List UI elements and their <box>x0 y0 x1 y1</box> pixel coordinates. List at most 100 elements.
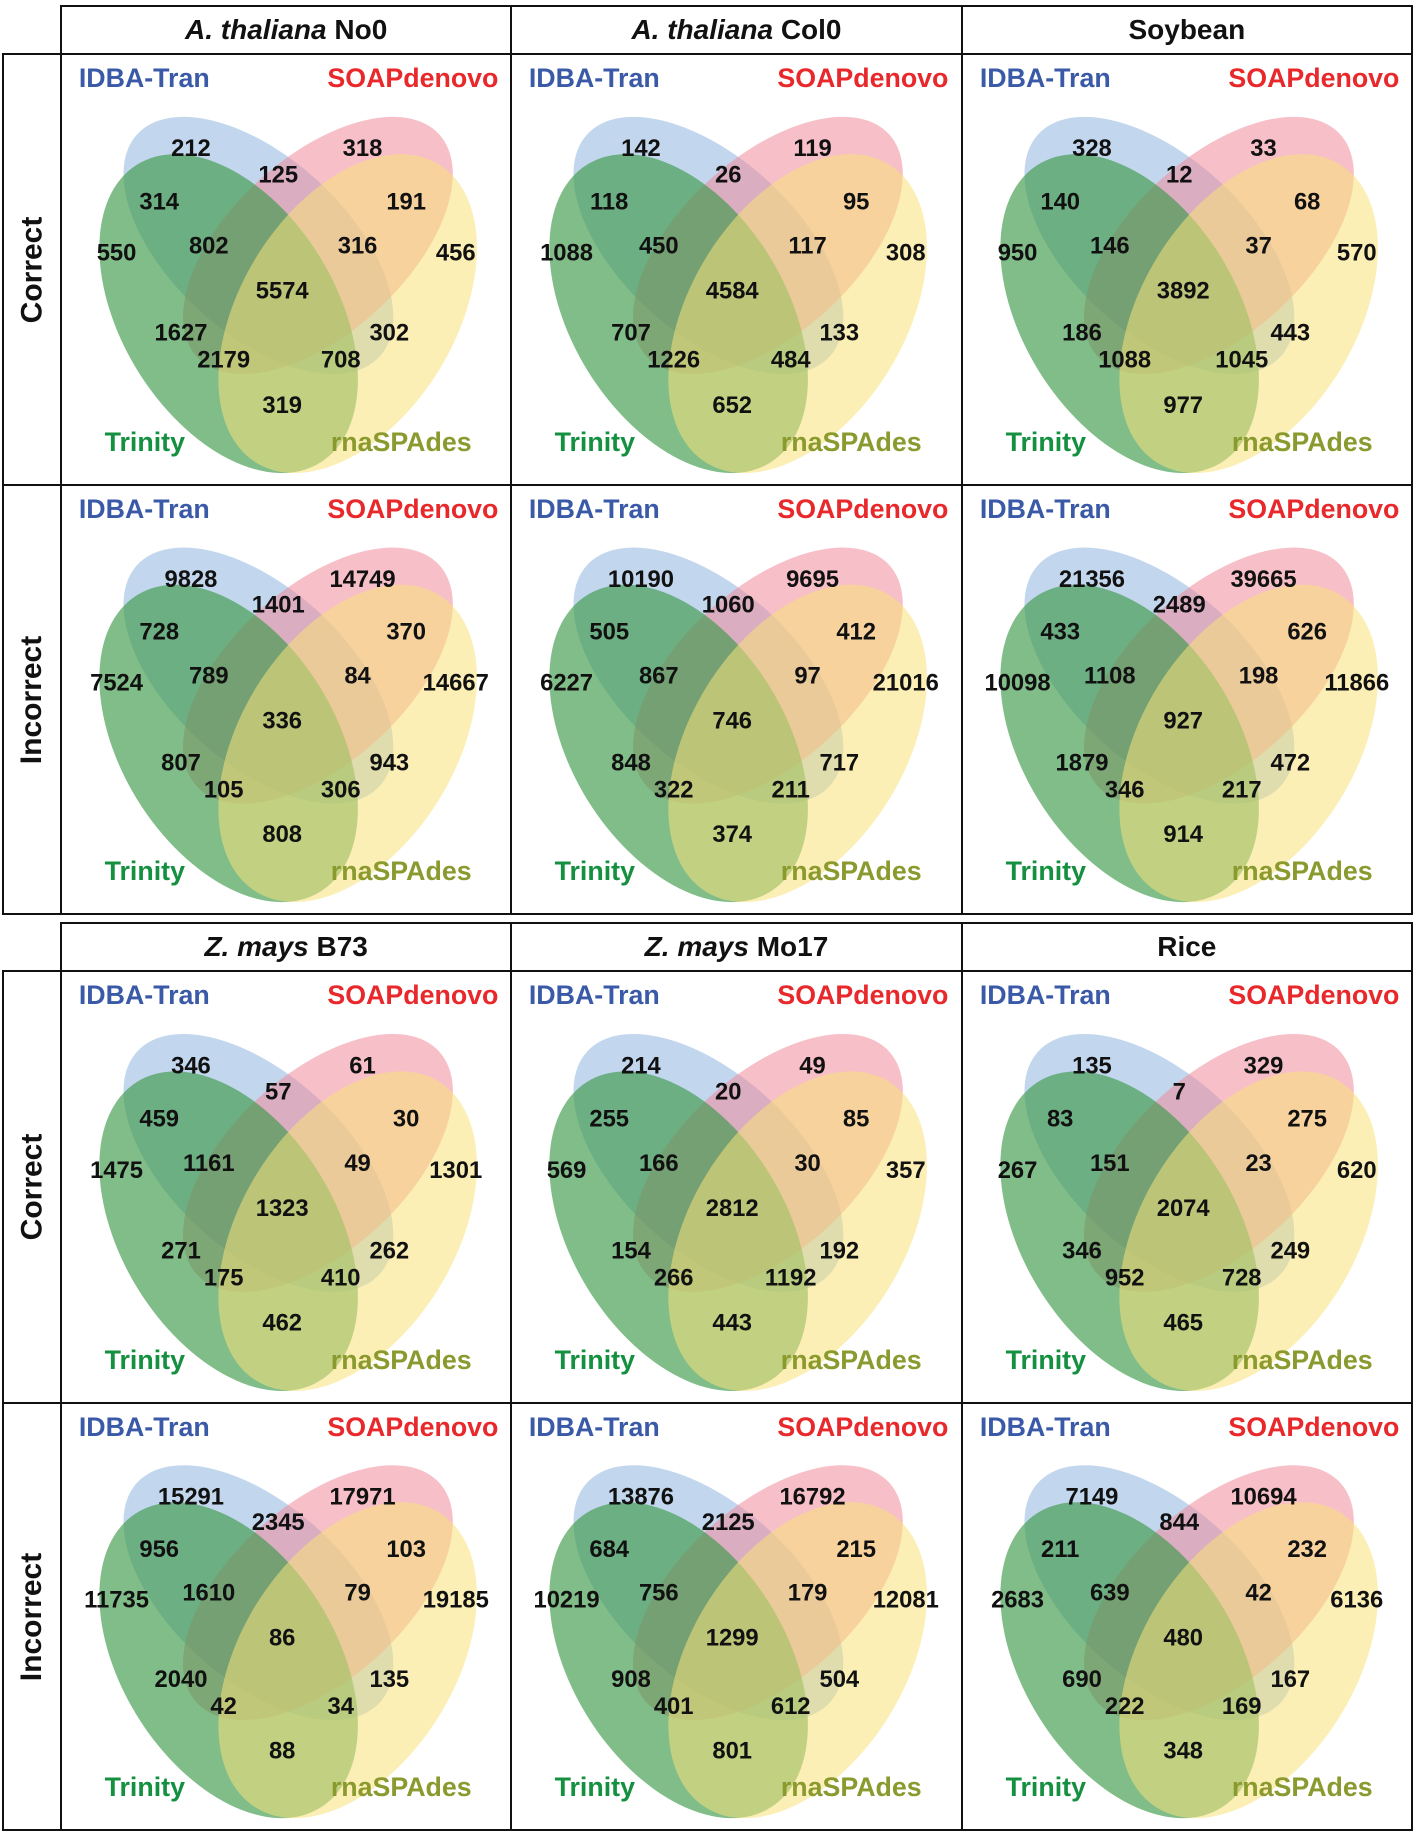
region-count-it: 684 <box>590 1536 630 1563</box>
set-label-trinity: Trinity <box>1005 856 1085 886</box>
region-count-isr: 84 <box>344 662 371 689</box>
region-count-s: 9695 <box>786 566 839 593</box>
venn-diagram: IDBA-Tran SOAPdenovo Trinity rnaSPAdes 214 49… <box>529 980 949 1392</box>
region-count-sr: 68 <box>1294 188 1320 215</box>
region-count-isr: 49 <box>344 1150 370 1177</box>
set-label-idba: IDBA-Tran <box>529 1412 660 1442</box>
set-label-idba: IDBA-Tran <box>980 63 1111 93</box>
region-count-i: 214 <box>621 1052 661 1079</box>
region-count-ir: 504 <box>820 1666 860 1693</box>
region-count-i: 10190 <box>608 566 674 593</box>
venn-diagram: IDBA-Tran SOAPdenovo Trinity rnaSPAdes 346 61… <box>79 980 498 1392</box>
row-label-text: Incorrect <box>15 1552 49 1681</box>
region-count-s: 17971 <box>329 1483 395 1510</box>
row-label: Incorrect <box>4 1404 62 1829</box>
set-label-trinity: Trinity <box>105 856 185 886</box>
region-count-ir: 167 <box>1270 1666 1310 1693</box>
set-label-soap: SOAPdenovo <box>778 1412 949 1442</box>
region-count-it: 255 <box>590 1106 630 1133</box>
region-count-it: 118 <box>590 188 628 215</box>
venn-panel: IDBA-Tran SOAPdenovo Trinity rnaSPAdes 21356… <box>963 486 1411 913</box>
column-header: A. thaliana Col0 <box>512 7 963 53</box>
set-label-trinity: Trinity <box>1005 1772 1085 1802</box>
region-count-sr: 30 <box>393 1106 419 1133</box>
ellipse-rnaspades <box>218 584 477 903</box>
region-count-r: 11866 <box>1324 669 1389 696</box>
ellipse-rnaspades <box>668 584 928 903</box>
region-count-t: 2683 <box>991 1587 1044 1614</box>
region-count-isr: 198 <box>1238 662 1278 689</box>
region-count-ist: 639 <box>1090 1580 1130 1607</box>
region-count-str: 175 <box>204 1264 244 1291</box>
region-count-it: 459 <box>139 1106 179 1133</box>
region-count-it: 140 <box>1040 188 1080 215</box>
region-count-st: 707 <box>611 320 651 347</box>
region-count-str: 222 <box>1104 1693 1144 1720</box>
region-count-tr: 914 <box>1163 821 1203 848</box>
venn-diagram: IDBA-Tran SOAPdenovo Trinity rnaSPAdes 135 32… <box>980 980 1399 1392</box>
set-label-trinity: Trinity <box>555 1345 635 1375</box>
region-count-it: 728 <box>139 619 179 646</box>
column-header-row: Z. mays B73 Z. mays Mo17 Rice <box>60 922 1413 972</box>
region-count-st: 346 <box>1062 1237 1102 1264</box>
region-count-t: 10219 <box>534 1587 600 1614</box>
region-count-str: 266 <box>654 1264 694 1291</box>
venn-panel: IDBA-Tran SOAPdenovo Trinity rnaSPAdes 214 49… <box>512 972 963 1402</box>
region-count-is: 1060 <box>702 592 755 619</box>
region-count-is: 2489 <box>1152 592 1205 619</box>
region-count-s: 329 <box>1243 1052 1283 1079</box>
venn-panel: IDBA-Tran SOAPdenovo Trinity rnaSPAdes 9828 1… <box>62 486 513 913</box>
region-count-is: 12 <box>1166 161 1192 188</box>
row-correct: Correct IDBA-Tran SOAPdenovo Trinity rnaSPA… <box>4 972 1411 1402</box>
species-strain: Col0 <box>773 14 842 45</box>
region-count-istr: 4584 <box>706 277 760 304</box>
ellipse-rnaspades <box>1119 584 1378 903</box>
set-label-rnaspades: rnaSPAdes <box>1231 1345 1372 1375</box>
region-count-t: 550 <box>97 239 137 266</box>
region-count-i: 21356 <box>1059 566 1125 593</box>
set-label-idba: IDBA-Tran <box>529 494 660 524</box>
set-label-soap: SOAPdenovo <box>1228 980 1399 1010</box>
region-count-str: 2179 <box>197 347 250 374</box>
region-count-ir: 133 <box>820 320 860 347</box>
region-count-ir: 443 <box>1270 320 1310 347</box>
region-count-st: 271 <box>161 1237 201 1264</box>
venn-panel: IDBA-Tran SOAPdenovo Trinity rnaSPAdes 13876… <box>512 1404 963 1829</box>
region-count-tr: 801 <box>713 1737 753 1764</box>
region-count-it: 956 <box>139 1536 179 1563</box>
region-count-sr: 370 <box>386 619 426 646</box>
region-count-sr: 215 <box>837 1536 877 1563</box>
venn-panel: IDBA-Tran SOAPdenovo Trinity rnaSPAdes 10190… <box>512 486 963 913</box>
region-count-it: 211 <box>1041 1536 1079 1563</box>
set-label-idba: IDBA-Tran <box>529 980 660 1010</box>
set-label-idba: IDBA-Tran <box>79 494 210 524</box>
region-count-it: 314 <box>139 188 179 215</box>
set-label-soap: SOAPdenovo <box>327 980 498 1010</box>
region-count-tr: 462 <box>262 1310 302 1337</box>
region-count-ir: 302 <box>369 320 409 347</box>
region-count-tr: 374 <box>713 821 753 848</box>
region-count-ist: 450 <box>639 232 679 259</box>
region-count-sr: 191 <box>386 188 426 215</box>
row-label: Incorrect <box>4 486 62 913</box>
region-count-ist: 802 <box>189 232 229 259</box>
region-count-ir: 249 <box>1270 1237 1310 1264</box>
ellipse-rnaspades <box>1119 1071 1378 1392</box>
region-count-isr: 117 <box>789 232 827 259</box>
region-count-istr: 927 <box>1163 707 1203 734</box>
region-count-itr: 169 <box>1222 1693 1262 1720</box>
set-label-soap: SOAPdenovo <box>327 63 498 93</box>
region-count-istr: 3892 <box>1156 277 1209 304</box>
region-count-istr: 1323 <box>256 1195 309 1222</box>
region-count-itr: 34 <box>327 1693 354 1720</box>
region-count-i: 13876 <box>608 1483 674 1510</box>
region-count-str: 401 <box>654 1693 694 1720</box>
region-count-ir: 262 <box>369 1237 409 1264</box>
region-count-ist: 146 <box>1090 232 1130 259</box>
region-count-ist: 166 <box>639 1150 679 1177</box>
region-count-st: 154 <box>612 1237 652 1264</box>
set-label-soap: SOAPdenovo <box>1228 63 1399 93</box>
venn-diagram: IDBA-Tran SOAPdenovo Trinity rnaSPAdes 15291… <box>79 1412 498 1819</box>
venn-diagram: IDBA-Tran SOAPdenovo Trinity rnaSPAdes 142 11… <box>529 63 949 474</box>
set-label-rnaspades: rnaSPAdes <box>781 427 922 457</box>
